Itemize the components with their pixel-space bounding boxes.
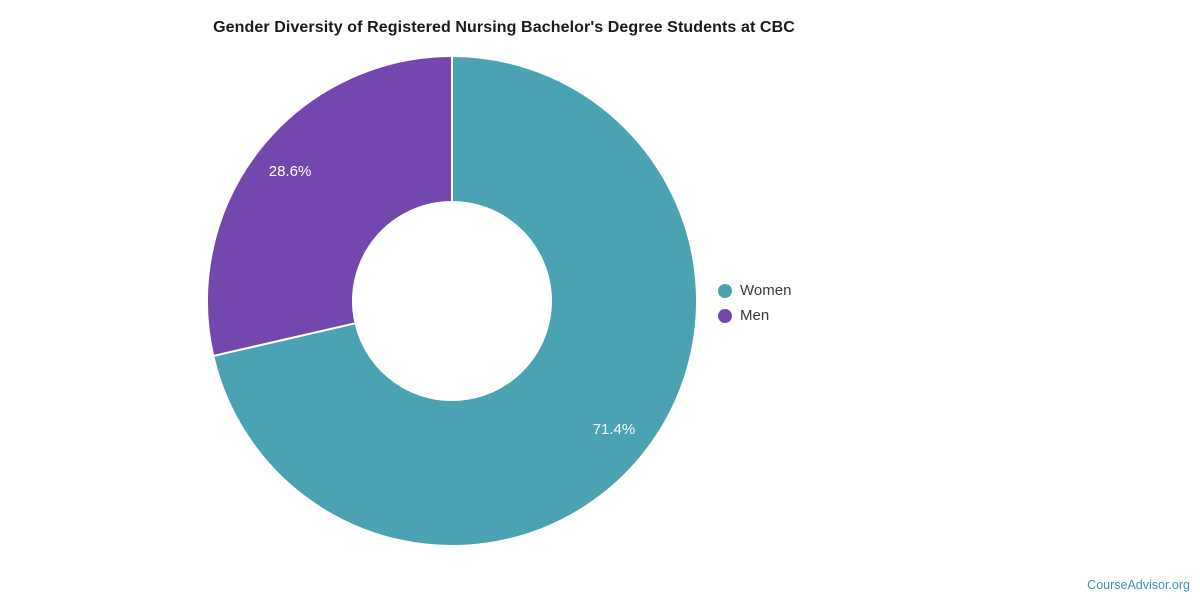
legend-label-women: Women — [740, 282, 792, 299]
legend-swatch-women-icon — [718, 283, 732, 298]
slice-label-men: 28.6% — [269, 163, 312, 180]
chart-title: Gender Diversity of Registered Nursing B… — [213, 19, 795, 36]
legend-label-men: Men — [740, 307, 770, 324]
legend-swatch-men-icon — [718, 308, 732, 323]
pie-slice-women[interactable] — [212, 55, 698, 547]
pie-slice-men[interactable] — [206, 55, 453, 357]
legend-item-men[interactable]: Men — [718, 303, 791, 328]
slice-label-women: 71.4% — [593, 421, 636, 438]
legend-item-women[interactable]: Women — [718, 278, 791, 303]
chart-legend: Women Men — [718, 278, 791, 328]
courseadvisor-attribution-link[interactable]: CourseAdvisor.org — [1087, 578, 1190, 592]
